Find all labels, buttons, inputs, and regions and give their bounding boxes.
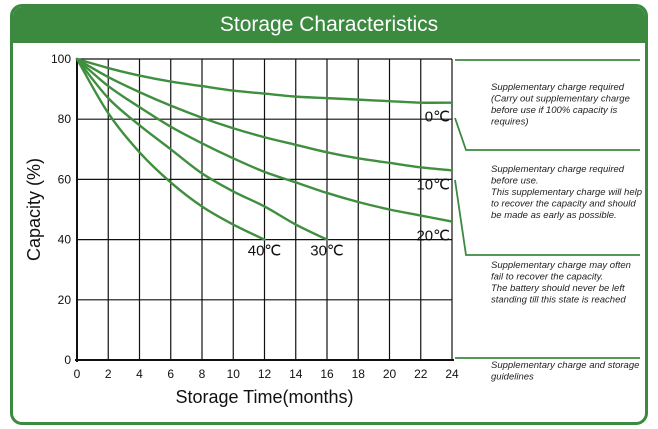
x-axis-label: Storage Time(months): [175, 387, 353, 407]
annotation-text: Supplementary charge required before use.…: [491, 164, 642, 221]
chart-title: Storage Characteristics: [13, 7, 645, 43]
annotation-bracket: [454, 117, 640, 151]
x-tick-label: 20: [383, 367, 397, 381]
annotation-text: Supplementary charge required (Carry out …: [491, 82, 630, 128]
x-tick-label: 6: [167, 367, 174, 381]
annotation-line: requires): [491, 117, 529, 128]
annotation-text: Supplementary charge may often fail to re…: [491, 260, 631, 306]
annotation-line: Supplementary charge and storage: [491, 360, 639, 371]
annotation-line: to recover the capacity and should: [491, 199, 636, 210]
annotation-line: standing till this state is reached: [491, 295, 626, 306]
series-line: [75, 57, 329, 241]
annotation-text: Supplementary charge and storage guidelin…: [491, 360, 639, 383]
annotation-line: fail to recover the capacity.: [491, 272, 603, 283]
series-line: [75, 57, 454, 172]
x-tick-label: 10: [227, 367, 241, 381]
y-tick-label: 80: [58, 112, 72, 126]
series-label: 40℃: [248, 243, 282, 260]
annotation-line: be made as early as possible.: [491, 210, 617, 221]
annotation-line: Supplementary charge required: [491, 82, 625, 93]
x-tick-label: 24: [445, 367, 459, 381]
y-axis-label: Capacity (%): [24, 158, 44, 261]
series-line: [75, 57, 454, 223]
x-tick-label: 0: [74, 367, 81, 381]
y-tick-label: 20: [58, 293, 72, 307]
y-tick-label: 0: [64, 353, 71, 367]
annotation-line: (Carry out supplementary charge: [491, 94, 630, 105]
y-tick-label: 100: [51, 52, 71, 66]
annotation-line: before use if 100% capacity is: [491, 105, 617, 116]
annotation-line: This supplementary charge will help: [491, 187, 642, 198]
series-line: [75, 57, 454, 104]
series-label: 10℃: [416, 176, 450, 193]
series-label: 0℃: [425, 109, 450, 126]
series-label: 30℃: [310, 243, 344, 260]
annotation-bracket: [454, 179, 640, 256]
annotation-line: before use.: [491, 176, 539, 187]
series-line: [75, 57, 266, 241]
x-tick-label: 14: [289, 367, 303, 381]
series-label: 20℃: [416, 228, 450, 245]
annotation-line: Supplementary charge may often: [491, 260, 631, 271]
annotation-line: guidelines: [491, 372, 534, 383]
y-tick-label: 60: [58, 172, 72, 186]
x-tick-label: 22: [414, 367, 428, 381]
x-tick-label: 8: [199, 367, 206, 381]
x-tick-label: 16: [320, 367, 334, 381]
y-tick-label: 40: [58, 233, 72, 247]
annotation-line: The battery should never be left: [491, 283, 625, 294]
x-tick-label: 2: [105, 367, 112, 381]
x-tick-label: 4: [136, 367, 143, 381]
annotation-line: Supplementary charge required: [491, 164, 625, 175]
x-tick-label: 18: [352, 367, 366, 381]
x-tick-label: 12: [258, 367, 272, 381]
chart-frame: Storage Characteristics: [10, 4, 648, 425]
